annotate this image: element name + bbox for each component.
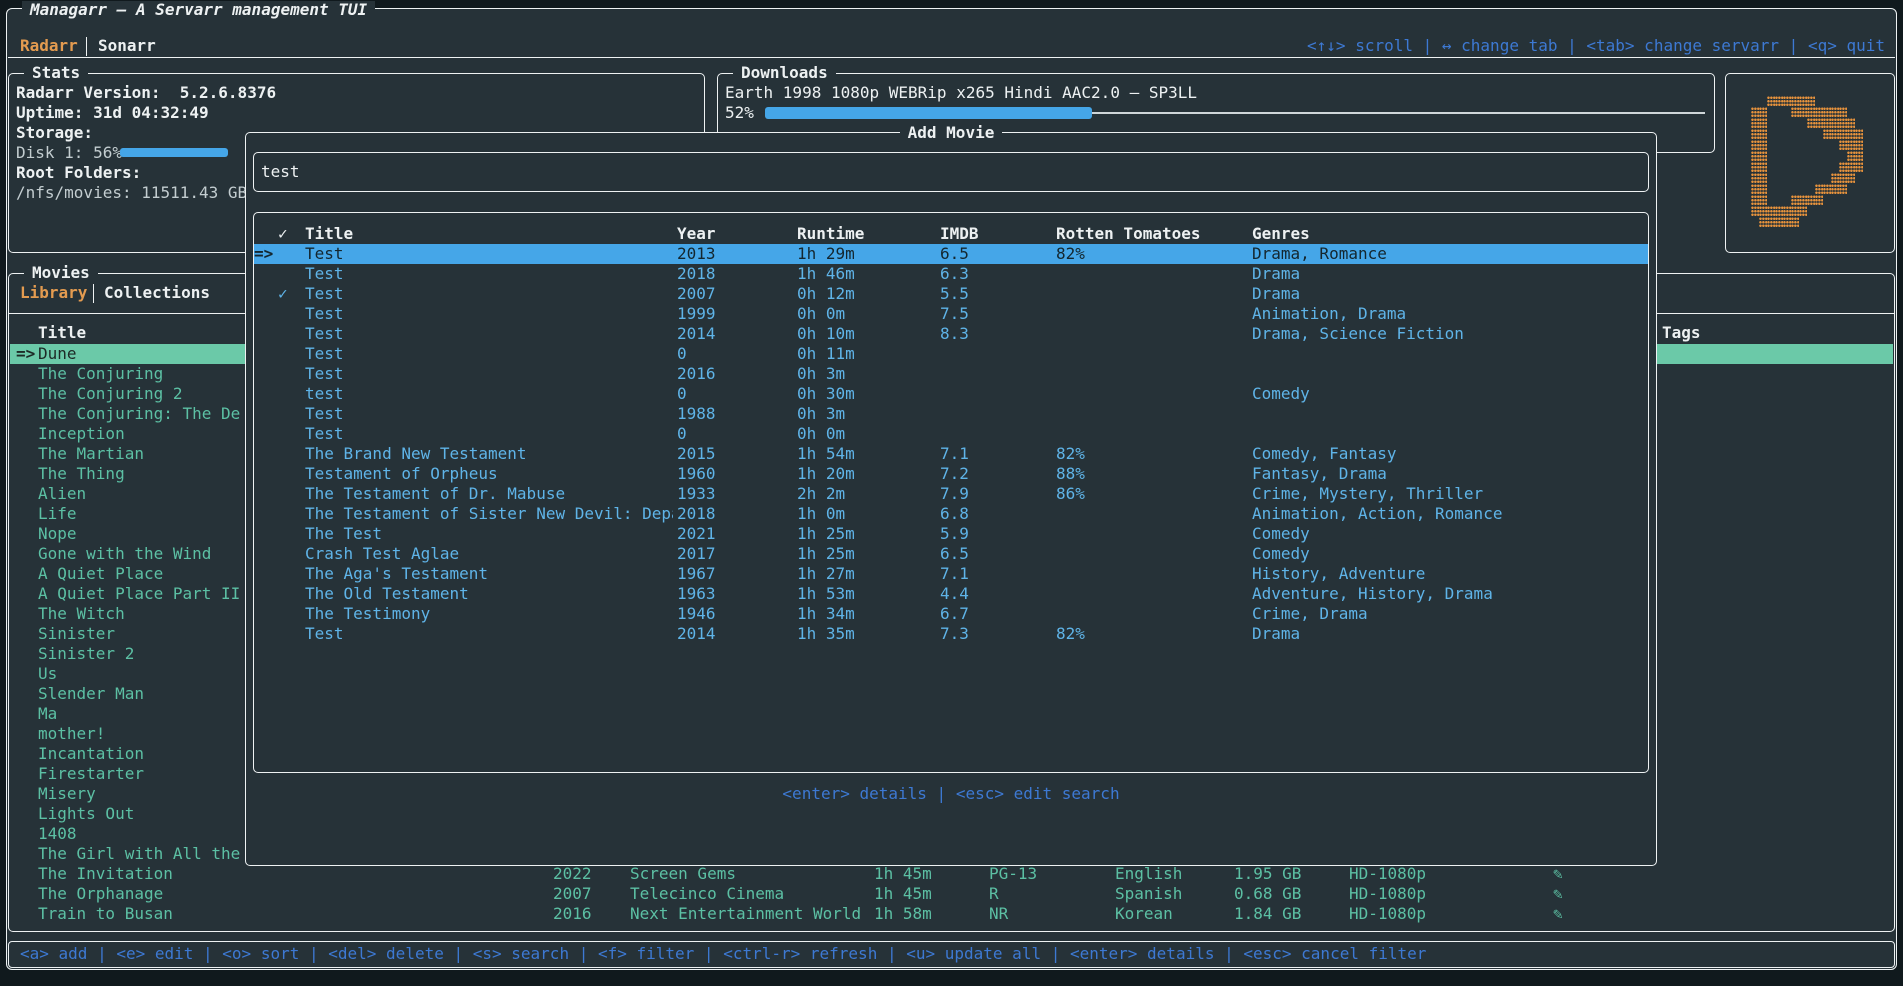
logo-panel	[1725, 73, 1895, 253]
library-row[interactable]: The Invitation	[38, 864, 173, 883]
library-row[interactable]: Sinister	[38, 624, 116, 643]
movie-search-input[interactable]	[261, 158, 1631, 184]
monitored-pencil-icon: ✎	[1553, 864, 1563, 883]
library-row[interactable]: Life	[38, 504, 77, 523]
modal-keybind-hints: <enter> details | <esc> edit search	[782, 784, 1120, 803]
monitored-pencil-icon: ✎	[1553, 884, 1563, 903]
download-item-name: Earth 1998 1080p WEBRip x265 Hindi AAC2.…	[725, 83, 1198, 102]
tab-collections[interactable]: Collections	[104, 283, 210, 302]
library-row[interactable]: The Witch	[38, 604, 125, 623]
library-row[interactable]: 1408	[38, 824, 77, 843]
library-row[interactable]: Misery	[38, 784, 96, 803]
result-row[interactable]: Test 2014 1h 35m 7.3 82% Drama	[305, 624, 1301, 643]
added-check-icon: ✓	[278, 284, 288, 303]
result-row[interactable]: The Old Testament 1963 1h 53m 4.4 Adventure,…	[305, 584, 1493, 603]
library-row-details[interactable]: 2007 Telecinco Cinema 1h 45m R Spanish 0.68 G…	[553, 884, 1563, 903]
library-row[interactable]: A Quiet Place	[38, 564, 164, 583]
library-row[interactable]: Ma	[38, 704, 58, 723]
result-row[interactable]: Test 2014 0h 10m 8.3 Drama, Science Fiction	[305, 324, 1464, 343]
result-row[interactable]: ✓ Test 2007 0h 12m 5.5 Drama	[278, 284, 1301, 303]
library-row[interactable]: Nope	[38, 524, 77, 543]
library-row[interactable]: Alien	[38, 484, 87, 503]
library-row[interactable]: Train to Busan	[38, 904, 173, 923]
header-separator	[8, 57, 1895, 58]
disk-usage-label: Disk 1: 56%	[16, 143, 122, 162]
col-header-year: Year	[677, 224, 716, 243]
library-row[interactable]: A Quiet Place Part II	[38, 584, 241, 603]
add-movie-modal-title: Add Movie	[245, 123, 1657, 142]
library-row[interactable]: Gone with the Wind	[38, 544, 212, 563]
library-row[interactable]: The Conjuring: The De	[38, 404, 241, 423]
tab-library[interactable]: Library	[20, 283, 88, 302]
library-row[interactable]: Incantation	[38, 744, 144, 763]
result-row[interactable]: Test 1999 0h 0m 7.5 Animation, Drama	[305, 304, 1407, 323]
col-header-rotten-tomatoes: Rotten Tomatoes	[1056, 224, 1201, 243]
col-header-genres: Genres	[1252, 224, 1310, 243]
download-percent-label: 52%	[725, 103, 754, 122]
result-row[interactable]: The Brand New Testament 2015 1h 54m 7.1 82% C…	[305, 444, 1397, 463]
col-header-runtime: Runtime	[797, 224, 865, 243]
library-tab-divider	[93, 284, 94, 303]
top-keybind-hints: <↑↓> scroll | ↔ change tab | <tab> chang…	[1307, 36, 1885, 55]
library-row-details[interactable]: 2022 Screen Gems 1h 45m PG-13 English 1.95 GB…	[553, 864, 1563, 883]
result-row[interactable]: test 0 0h 30m Comedy	[305, 384, 1310, 403]
library-row[interactable]: The Conjuring	[38, 364, 164, 383]
managarr-play-logo-icon	[1743, 96, 1879, 228]
library-row[interactable]: Slender Man	[38, 684, 144, 703]
result-row[interactable]: Test 0 0h 11m	[305, 344, 855, 363]
library-row[interactable]: The Martian	[38, 444, 144, 463]
stats-panel-title: Stats	[24, 64, 89, 82]
result-row[interactable]: The Testament of Sister New Devil: Depar…	[305, 504, 1503, 523]
tab-divider	[86, 37, 87, 56]
library-row[interactable]: Us	[38, 664, 58, 683]
library-panel-title: Movies	[24, 264, 98, 282]
result-row[interactable]: Testament of Orpheus 1960 1h 20m 7.2 88% Fant…	[305, 464, 1387, 483]
library-row[interactable]: Lights Out	[38, 804, 135, 823]
result-row[interactable]: Test 1988 0h 3m	[305, 404, 846, 423]
library-row-details[interactable]: 2016 Next Entertainment World 1h 58m NR Kore…	[553, 904, 1563, 923]
result-row[interactable]: Test 2018 1h 46m 6.3 Drama	[305, 264, 1301, 283]
footer-keybind-hints: <a> add | <e> edit | <o> sort | <del> de…	[20, 944, 1427, 963]
disk-usage-gauge	[120, 148, 228, 157]
col-header-check-icon: ✓	[278, 224, 288, 243]
result-row[interactable]: Test 2016 0h 3m	[305, 364, 846, 383]
app-title: Managarr – A Servarr management TUI	[22, 1, 376, 19]
root-folder-value: /nfs/movies: 11511.43 GB	[16, 183, 248, 202]
library-column-tags: Tags	[1662, 323, 1701, 342]
movie-search-box	[253, 152, 1649, 192]
download-progress-remainder	[1092, 112, 1705, 114]
result-row[interactable]: The Aga's Testament 1967 1h 27m 7.1 History,…	[305, 564, 1426, 583]
result-row[interactable]: Test 0 0h 0m	[305, 424, 846, 443]
library-row[interactable]: The Girl with All the	[38, 844, 241, 863]
download-progress-gauge	[765, 107, 1092, 119]
result-row[interactable]: Crash Test Aglae 2017 1h 25m 6.5 Comedy	[305, 544, 1310, 563]
monitored-pencil-icon: ✎	[1553, 904, 1563, 923]
tab-radarr[interactable]: Radarr	[20, 36, 78, 55]
library-row[interactable]: Firestarter	[38, 764, 144, 783]
col-header-imdb: IMDB	[940, 224, 979, 243]
result-row[interactable]: The Testament of Dr. Mabuse 1933 2h 2m 7.9 8…	[305, 484, 1484, 503]
library-row[interactable]: Sinister 2	[38, 644, 135, 663]
search-results-table	[253, 212, 1649, 773]
library-row[interactable]: mother!	[38, 724, 106, 743]
downloads-panel-title: Downloads	[733, 64, 836, 82]
library-row[interactable]: The Conjuring 2	[38, 384, 183, 403]
col-header-title: Title	[305, 224, 354, 243]
library-column-title: Title	[38, 323, 87, 342]
root-folders-label: Root Folders:	[16, 163, 142, 182]
result-row[interactable]: The Test 2021 1h 25m 5.9 Comedy	[305, 524, 1310, 543]
result-row-selected[interactable]: => Test 2013 1h 29m 6.5 82% Drama, Romance	[254, 244, 1648, 264]
result-row[interactable]: The Testimony 1946 1h 34m 6.7 Crime, Drama	[305, 604, 1368, 623]
uptime: Uptime: 31d 04:32:49	[16, 103, 209, 122]
library-row[interactable]: Inception	[38, 424, 125, 443]
library-row[interactable]: The Thing	[38, 464, 125, 483]
radarr-version: Radarr Version: 5.2.6.8376	[16, 83, 277, 102]
storage-label: Storage:	[16, 123, 94, 142]
footer-bar	[8, 941, 1895, 968]
library-row[interactable]: The Orphanage	[38, 884, 164, 903]
tab-sonarr[interactable]: Sonarr	[98, 36, 156, 55]
